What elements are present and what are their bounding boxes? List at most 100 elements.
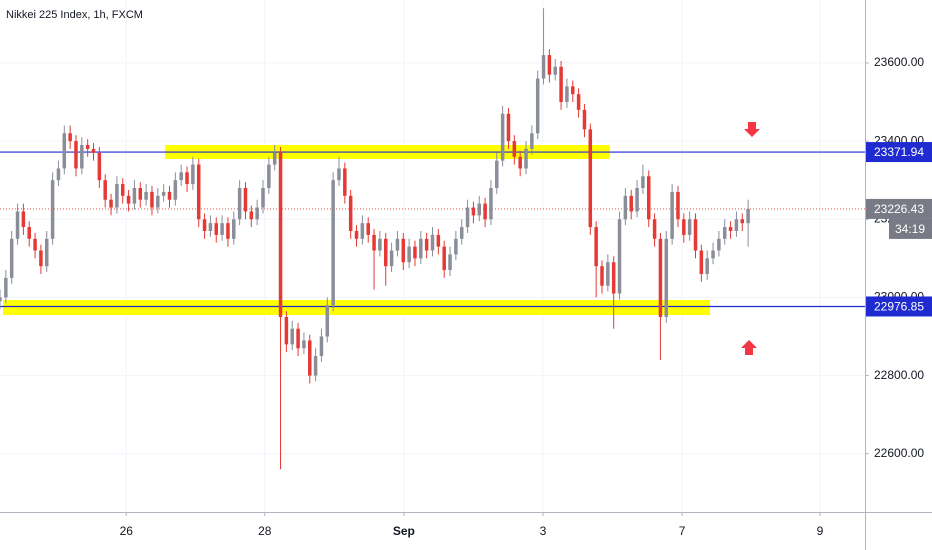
candle-body xyxy=(576,94,581,110)
candle-body xyxy=(144,191,148,200)
candle-body xyxy=(167,191,172,200)
candle-body xyxy=(693,219,698,251)
candle-body xyxy=(372,234,376,251)
candle-body xyxy=(436,234,441,247)
candle-body xyxy=(641,176,645,188)
candle-body xyxy=(232,219,236,239)
candle-body xyxy=(459,227,464,239)
candle-body xyxy=(623,195,628,220)
down-arrow xyxy=(744,122,760,137)
candle-body xyxy=(635,187,639,212)
candle-body xyxy=(483,203,487,220)
candle-body xyxy=(319,336,324,357)
candle-body xyxy=(722,227,727,239)
candle-body xyxy=(419,238,423,259)
candle-body xyxy=(237,187,242,220)
candle-body xyxy=(150,191,154,208)
candle-body xyxy=(524,148,528,169)
countdown-box xyxy=(889,218,932,239)
candle-body xyxy=(728,227,733,231)
candle-body xyxy=(617,219,622,294)
candle-body xyxy=(109,199,113,208)
candle-body xyxy=(138,187,143,200)
candle-body xyxy=(571,86,575,95)
candle-body xyxy=(360,223,365,239)
candle-body xyxy=(500,113,505,161)
candle-body xyxy=(97,152,102,181)
candle-body xyxy=(658,238,663,317)
candle-body xyxy=(9,238,14,278)
candle-body xyxy=(629,195,633,212)
candle-body xyxy=(179,172,183,181)
x-tick-label: 3 xyxy=(540,524,547,538)
x-tick-label: 7 xyxy=(679,524,686,538)
x-tick-label: 9 xyxy=(817,524,824,538)
candle-body xyxy=(541,55,546,79)
candle-body xyxy=(734,219,739,231)
y-tick-label: 22800.00 xyxy=(874,368,924,382)
lines xyxy=(0,151,865,308)
chart-title: Nikkei 225 Index, 1h, FXCM xyxy=(6,9,143,21)
candle-body xyxy=(530,133,534,149)
candle-body xyxy=(132,187,137,204)
candle-body xyxy=(746,208,750,224)
candle-body xyxy=(588,129,593,228)
candle-body xyxy=(173,180,178,200)
candle-body xyxy=(39,250,43,267)
candle-body xyxy=(594,227,598,267)
candle-body xyxy=(646,176,651,220)
candle-body xyxy=(196,164,201,220)
candle-body xyxy=(80,145,84,169)
level-label: 22976.85 xyxy=(874,300,924,314)
candle-body xyxy=(343,168,347,196)
candle-body xyxy=(676,191,680,220)
level-label-box xyxy=(866,296,932,317)
candle-body xyxy=(68,133,72,142)
candle-body xyxy=(401,238,406,263)
candle-body xyxy=(202,219,207,231)
candle-body xyxy=(74,141,78,169)
grid xyxy=(0,0,865,512)
candle-body xyxy=(348,195,353,231)
candle-body xyxy=(366,223,370,235)
candle-body xyxy=(424,238,429,251)
axes: 22600.0022800.0023000.0023200.0023400.00… xyxy=(120,55,932,538)
x-tick-label: 28 xyxy=(258,524,272,538)
candle-body xyxy=(448,254,452,271)
candle-body xyxy=(407,246,411,263)
candle-body xyxy=(389,250,394,267)
candle-body xyxy=(611,262,616,294)
last-price-box xyxy=(866,198,932,219)
x-tick-label: Sep xyxy=(393,524,415,538)
candle-body xyxy=(4,277,8,298)
candle-body xyxy=(670,191,674,239)
candle-body xyxy=(477,203,482,216)
candle-body xyxy=(214,223,219,235)
candle-body xyxy=(267,164,271,188)
candle-body xyxy=(711,250,715,259)
candle-body xyxy=(220,223,224,235)
candle-body xyxy=(471,207,476,216)
candle-body xyxy=(208,223,213,231)
candle-body xyxy=(699,250,704,274)
candle-body xyxy=(331,180,335,306)
candle-body xyxy=(62,133,67,169)
candle-body xyxy=(378,238,382,251)
candle-body xyxy=(91,148,96,153)
x-tick-label: 26 xyxy=(120,524,134,538)
candle-body xyxy=(506,113,511,142)
candle-body xyxy=(740,219,745,224)
candle-body xyxy=(302,340,306,349)
candle-body xyxy=(717,238,721,251)
candle-body xyxy=(354,230,359,239)
support-zone xyxy=(3,300,710,315)
candle-body xyxy=(413,246,417,259)
candle-body xyxy=(465,207,470,228)
level-label: 23371.94 xyxy=(874,145,924,159)
level-label-box xyxy=(866,142,932,163)
candle-body xyxy=(383,238,388,267)
candle-body xyxy=(512,141,517,157)
candle-body xyxy=(191,164,195,185)
candle-body xyxy=(553,66,557,75)
